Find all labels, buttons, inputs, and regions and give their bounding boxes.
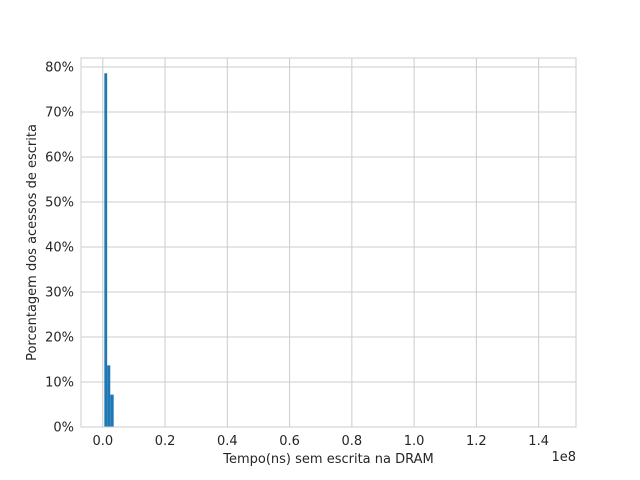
grid-lines <box>81 58 576 428</box>
x-tick-label: 0.2 <box>155 434 176 449</box>
y-tick-label: 70% <box>45 106 74 121</box>
x-tick-labels: 0.0 0.2 0.4 0.6 0.8 1.0 1.2 1.4 <box>92 434 549 449</box>
x-tick-label: 1.2 <box>466 434 487 449</box>
y-tick-label: 0% <box>53 421 74 436</box>
x-axis-offset-label: 1e8 <box>551 450 576 465</box>
plot-frame <box>80 57 577 428</box>
x-tick-label: 0.4 <box>217 434 238 449</box>
bars <box>104 73 114 428</box>
x-tick-label: 0.8 <box>342 434 363 449</box>
y-tick-label: 20% <box>45 331 74 346</box>
y-tick-labels: 0% 10% 20% 30% 40% 50% 60% 70% 80% <box>45 61 74 436</box>
x-tick-label: 1.0 <box>404 434 425 449</box>
x-axis-label: Tempo(ns) sem escrita na DRAM <box>222 452 434 467</box>
x-tick-label: 0.6 <box>279 434 300 449</box>
histogram-bar <box>104 73 108 428</box>
y-tick-label: 80% <box>45 61 74 76</box>
histogram-bar <box>107 365 111 427</box>
y-axis-label: Porcentagem dos acessos de escrita <box>25 124 40 361</box>
histogram-bar <box>110 394 114 427</box>
y-tick-label: 10% <box>45 376 74 391</box>
x-tick-label: 0.0 <box>92 434 113 449</box>
y-tick-label: 60% <box>45 151 74 166</box>
x-tick-label: 1.4 <box>528 434 549 449</box>
y-tick-label: 40% <box>45 241 74 256</box>
y-tick-label: 50% <box>45 196 74 211</box>
y-tick-label: 30% <box>45 286 74 301</box>
